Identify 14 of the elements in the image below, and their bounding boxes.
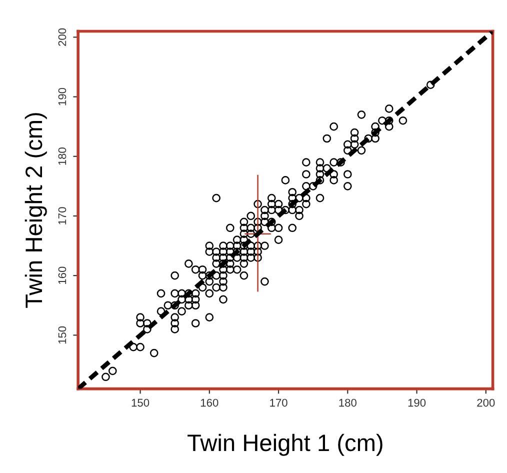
x-tick-label: 200 bbox=[477, 398, 495, 407]
x-axis-title: Twin Height 1 (cm) bbox=[188, 434, 382, 456]
y-tick-label: 190 bbox=[58, 88, 66, 106]
y-tick-label: 170 bbox=[58, 207, 66, 224]
y-tick-label: 200 bbox=[58, 28, 66, 46]
x-tick-label: 180 bbox=[339, 398, 356, 407]
y-tick-label: 180 bbox=[58, 148, 66, 165]
x-tick-label: 150 bbox=[132, 398, 150, 407]
x-tick-label: 160 bbox=[200, 398, 218, 407]
y-tick-label: 160 bbox=[58, 266, 66, 284]
x-tick-label: 170 bbox=[270, 398, 288, 407]
x-tick-label: 190 bbox=[408, 398, 426, 407]
y-axis-title: Twin Height 2 (cm) bbox=[24, 113, 47, 308]
y-tick-label: 150 bbox=[58, 326, 66, 344]
